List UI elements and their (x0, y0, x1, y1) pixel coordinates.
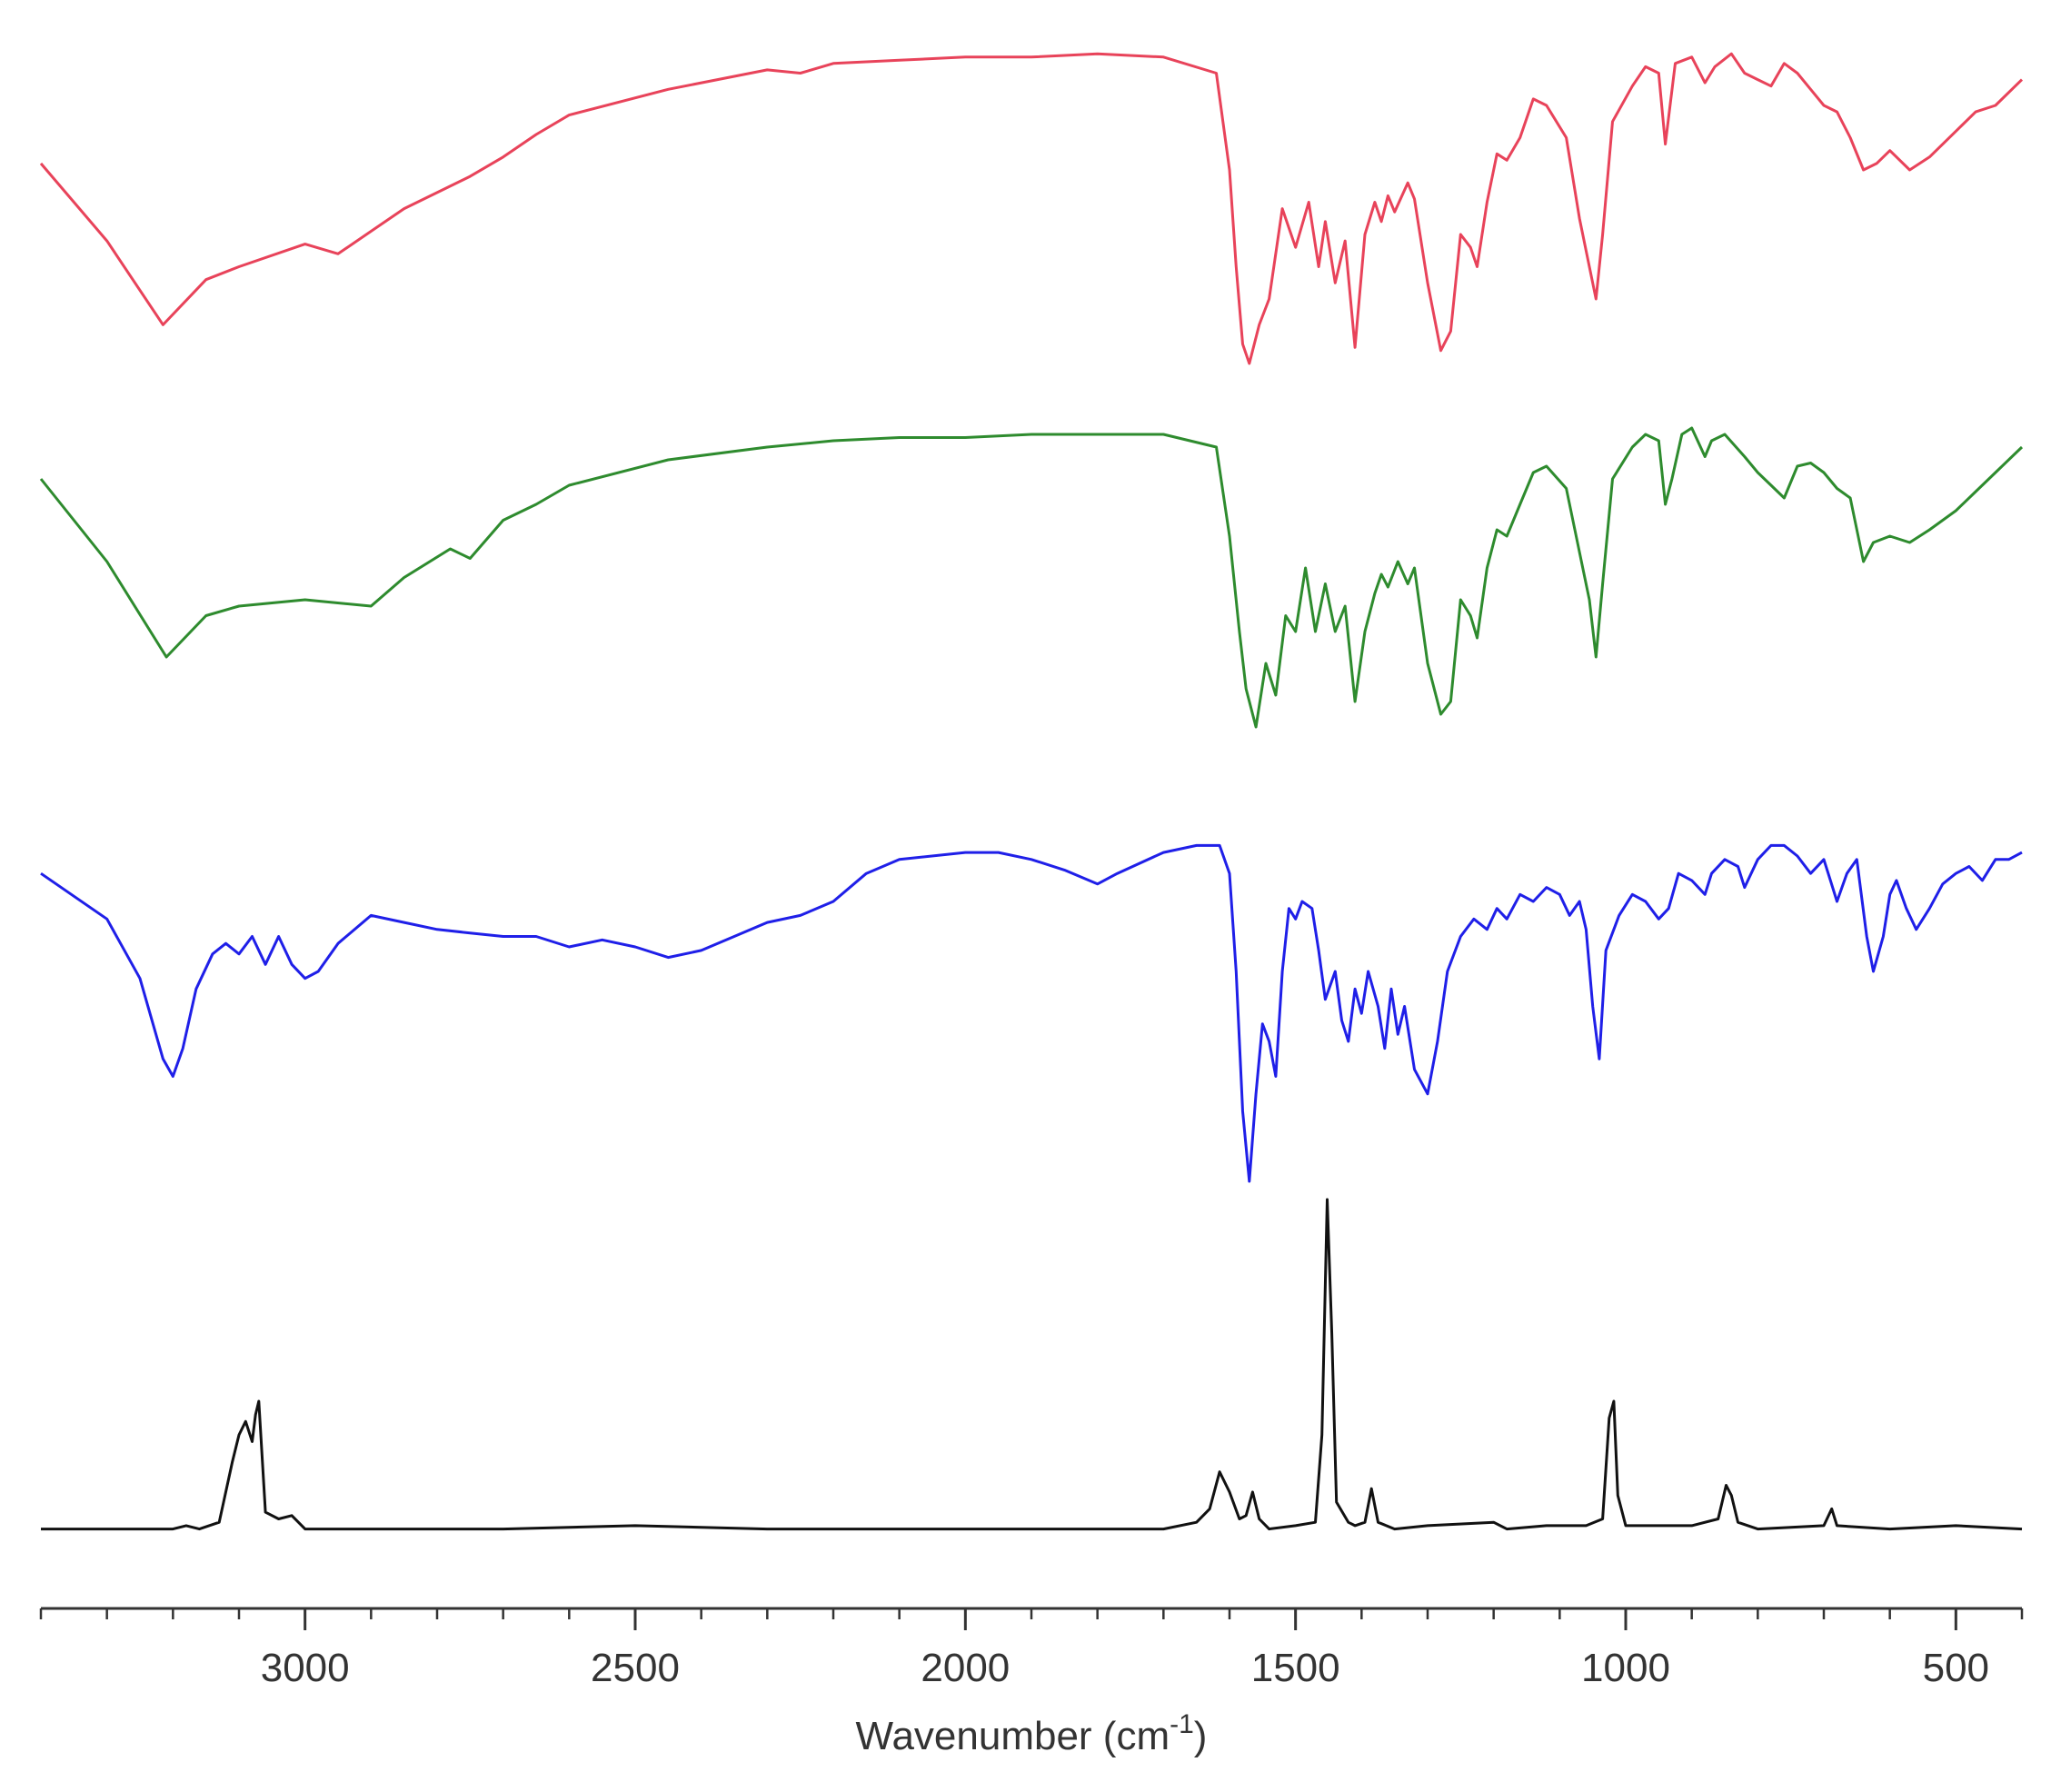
x-axis: 3000 2500 2000 1500 1000 500 (39, 1607, 2024, 1690)
x-tick-label: 3000 (261, 1646, 350, 1690)
x-axis-title-close: ) (1194, 1714, 1208, 1758)
spectrum-line-4 (41, 1198, 2023, 1531)
spectra-series-group (39, 52, 2024, 1531)
spectrum-line-1 (39, 52, 2024, 365)
x-axis-title-text: Wavenumber (cm (856, 1714, 1170, 1758)
spectrum-line-3 (40, 843, 2023, 1183)
x-axis-title: Wavenumber (cm-1) (856, 1709, 1208, 1758)
x-axis-title-superscript: -1 (1170, 1709, 1194, 1739)
x-tick-label: 500 (1923, 1646, 1989, 1690)
x-tick-label: 2500 (591, 1646, 680, 1690)
x-tick-label: 2000 (921, 1646, 1010, 1690)
x-tick-label: 1000 (1581, 1646, 1670, 1690)
spectrum-line-2 (39, 426, 2024, 729)
x-tick-label: 1500 (1251, 1646, 1340, 1690)
